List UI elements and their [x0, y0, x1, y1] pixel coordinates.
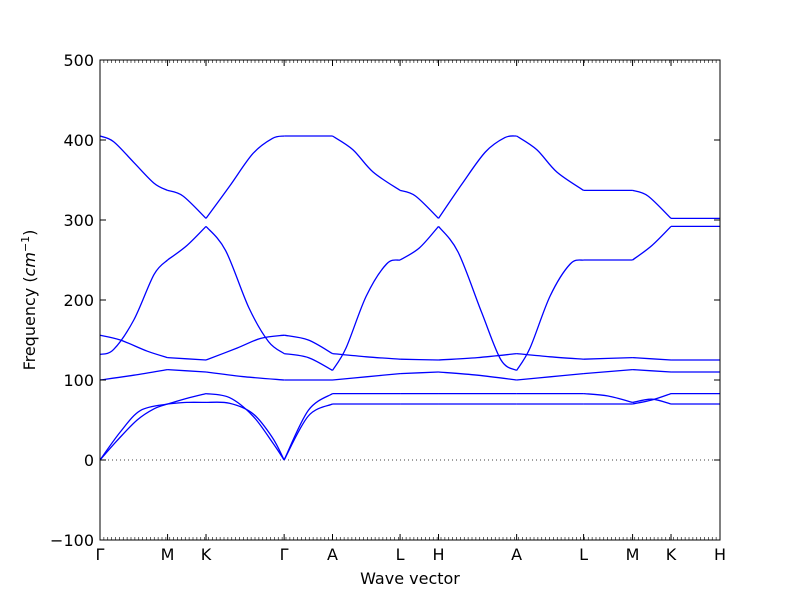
band-line — [283, 403, 333, 461]
band-line — [167, 225, 207, 261]
band-line — [583, 392, 633, 404]
x-tick-label: H — [433, 545, 445, 564]
band-line — [438, 225, 517, 371]
y-tick-label: 400 — [63, 131, 94, 150]
band-line — [399, 189, 439, 219]
x-axis-label: Wave vector — [360, 569, 460, 588]
band-line — [167, 392, 207, 405]
x-tick-label: L — [396, 545, 405, 564]
y-axis-label: Frequency (cm−1) — [19, 230, 39, 371]
y-tick-label: 300 — [63, 211, 94, 230]
band-line — [167, 356, 207, 361]
band-line — [332, 352, 401, 360]
band-line — [632, 392, 672, 405]
band-line — [205, 334, 285, 361]
x-tick-label: Γ — [96, 545, 105, 564]
band-line — [516, 352, 584, 360]
x-tick-label: A — [327, 545, 338, 564]
x-tick-label: K — [666, 545, 677, 564]
band-line — [99, 135, 168, 191]
y-tick-label: 0 — [84, 451, 94, 470]
band-line — [438, 371, 517, 381]
tick-labels-layer: −100 0 100 200 300 400 500 Γ M K Γ A L H A L M K H — [50, 51, 726, 564]
band-line — [205, 135, 285, 219]
band-line — [632, 225, 672, 261]
band-line — [400, 358, 439, 361]
band-line — [284, 352, 333, 371]
band-line — [437, 135, 517, 219]
band-line — [99, 368, 168, 381]
band-line — [632, 356, 672, 361]
band-line — [400, 371, 439, 375]
band-line — [516, 259, 584, 371]
band-line — [283, 393, 333, 461]
band-line — [99, 403, 168, 461]
band-line — [205, 225, 285, 355]
band-line — [167, 189, 207, 219]
x-tick-label: A — [511, 545, 522, 564]
band-line — [632, 398, 672, 405]
y-tick-label: −100 — [50, 531, 94, 550]
x-tick-label: H — [714, 545, 726, 564]
x-tick-label: M — [626, 545, 640, 564]
band-line — [167, 401, 207, 405]
band-line — [332, 372, 401, 381]
x-tick-label: K — [201, 545, 212, 564]
band-line — [516, 135, 584, 191]
band-line — [399, 225, 440, 261]
x-tick-label: L — [579, 545, 588, 564]
y-tick-label: 100 — [63, 371, 94, 390]
band-line — [332, 135, 401, 191]
x-tick-label: Γ — [280, 545, 289, 564]
band-line — [632, 368, 672, 373]
band-line — [99, 334, 168, 359]
band-line — [284, 334, 333, 355]
ticks-layer — [99, 59, 721, 541]
x-tick-label: M — [161, 545, 175, 564]
y-axis-label-suffix: ) — [20, 230, 39, 236]
band-line — [583, 368, 633, 375]
band-line — [99, 259, 169, 356]
band-line — [205, 401, 285, 461]
y-axis-label-unit: cm — [20, 252, 39, 276]
bands-layer — [99, 135, 720, 461]
band-line — [516, 372, 584, 381]
band-line — [205, 371, 285, 381]
band-line — [632, 189, 672, 219]
y-axis-label-prefix: Frequency ( — [20, 276, 39, 370]
band-line — [438, 352, 517, 361]
band-line — [583, 356, 633, 360]
band-line — [205, 392, 285, 461]
band-line — [99, 403, 168, 461]
y-tick-label: 200 — [63, 291, 94, 310]
y-axis-label-exponent: −1 — [19, 236, 32, 252]
plot-frame — [99, 59, 721, 541]
band-line — [331, 259, 401, 371]
y-tick-label: 500 — [63, 51, 94, 70]
band-line — [167, 368, 207, 373]
